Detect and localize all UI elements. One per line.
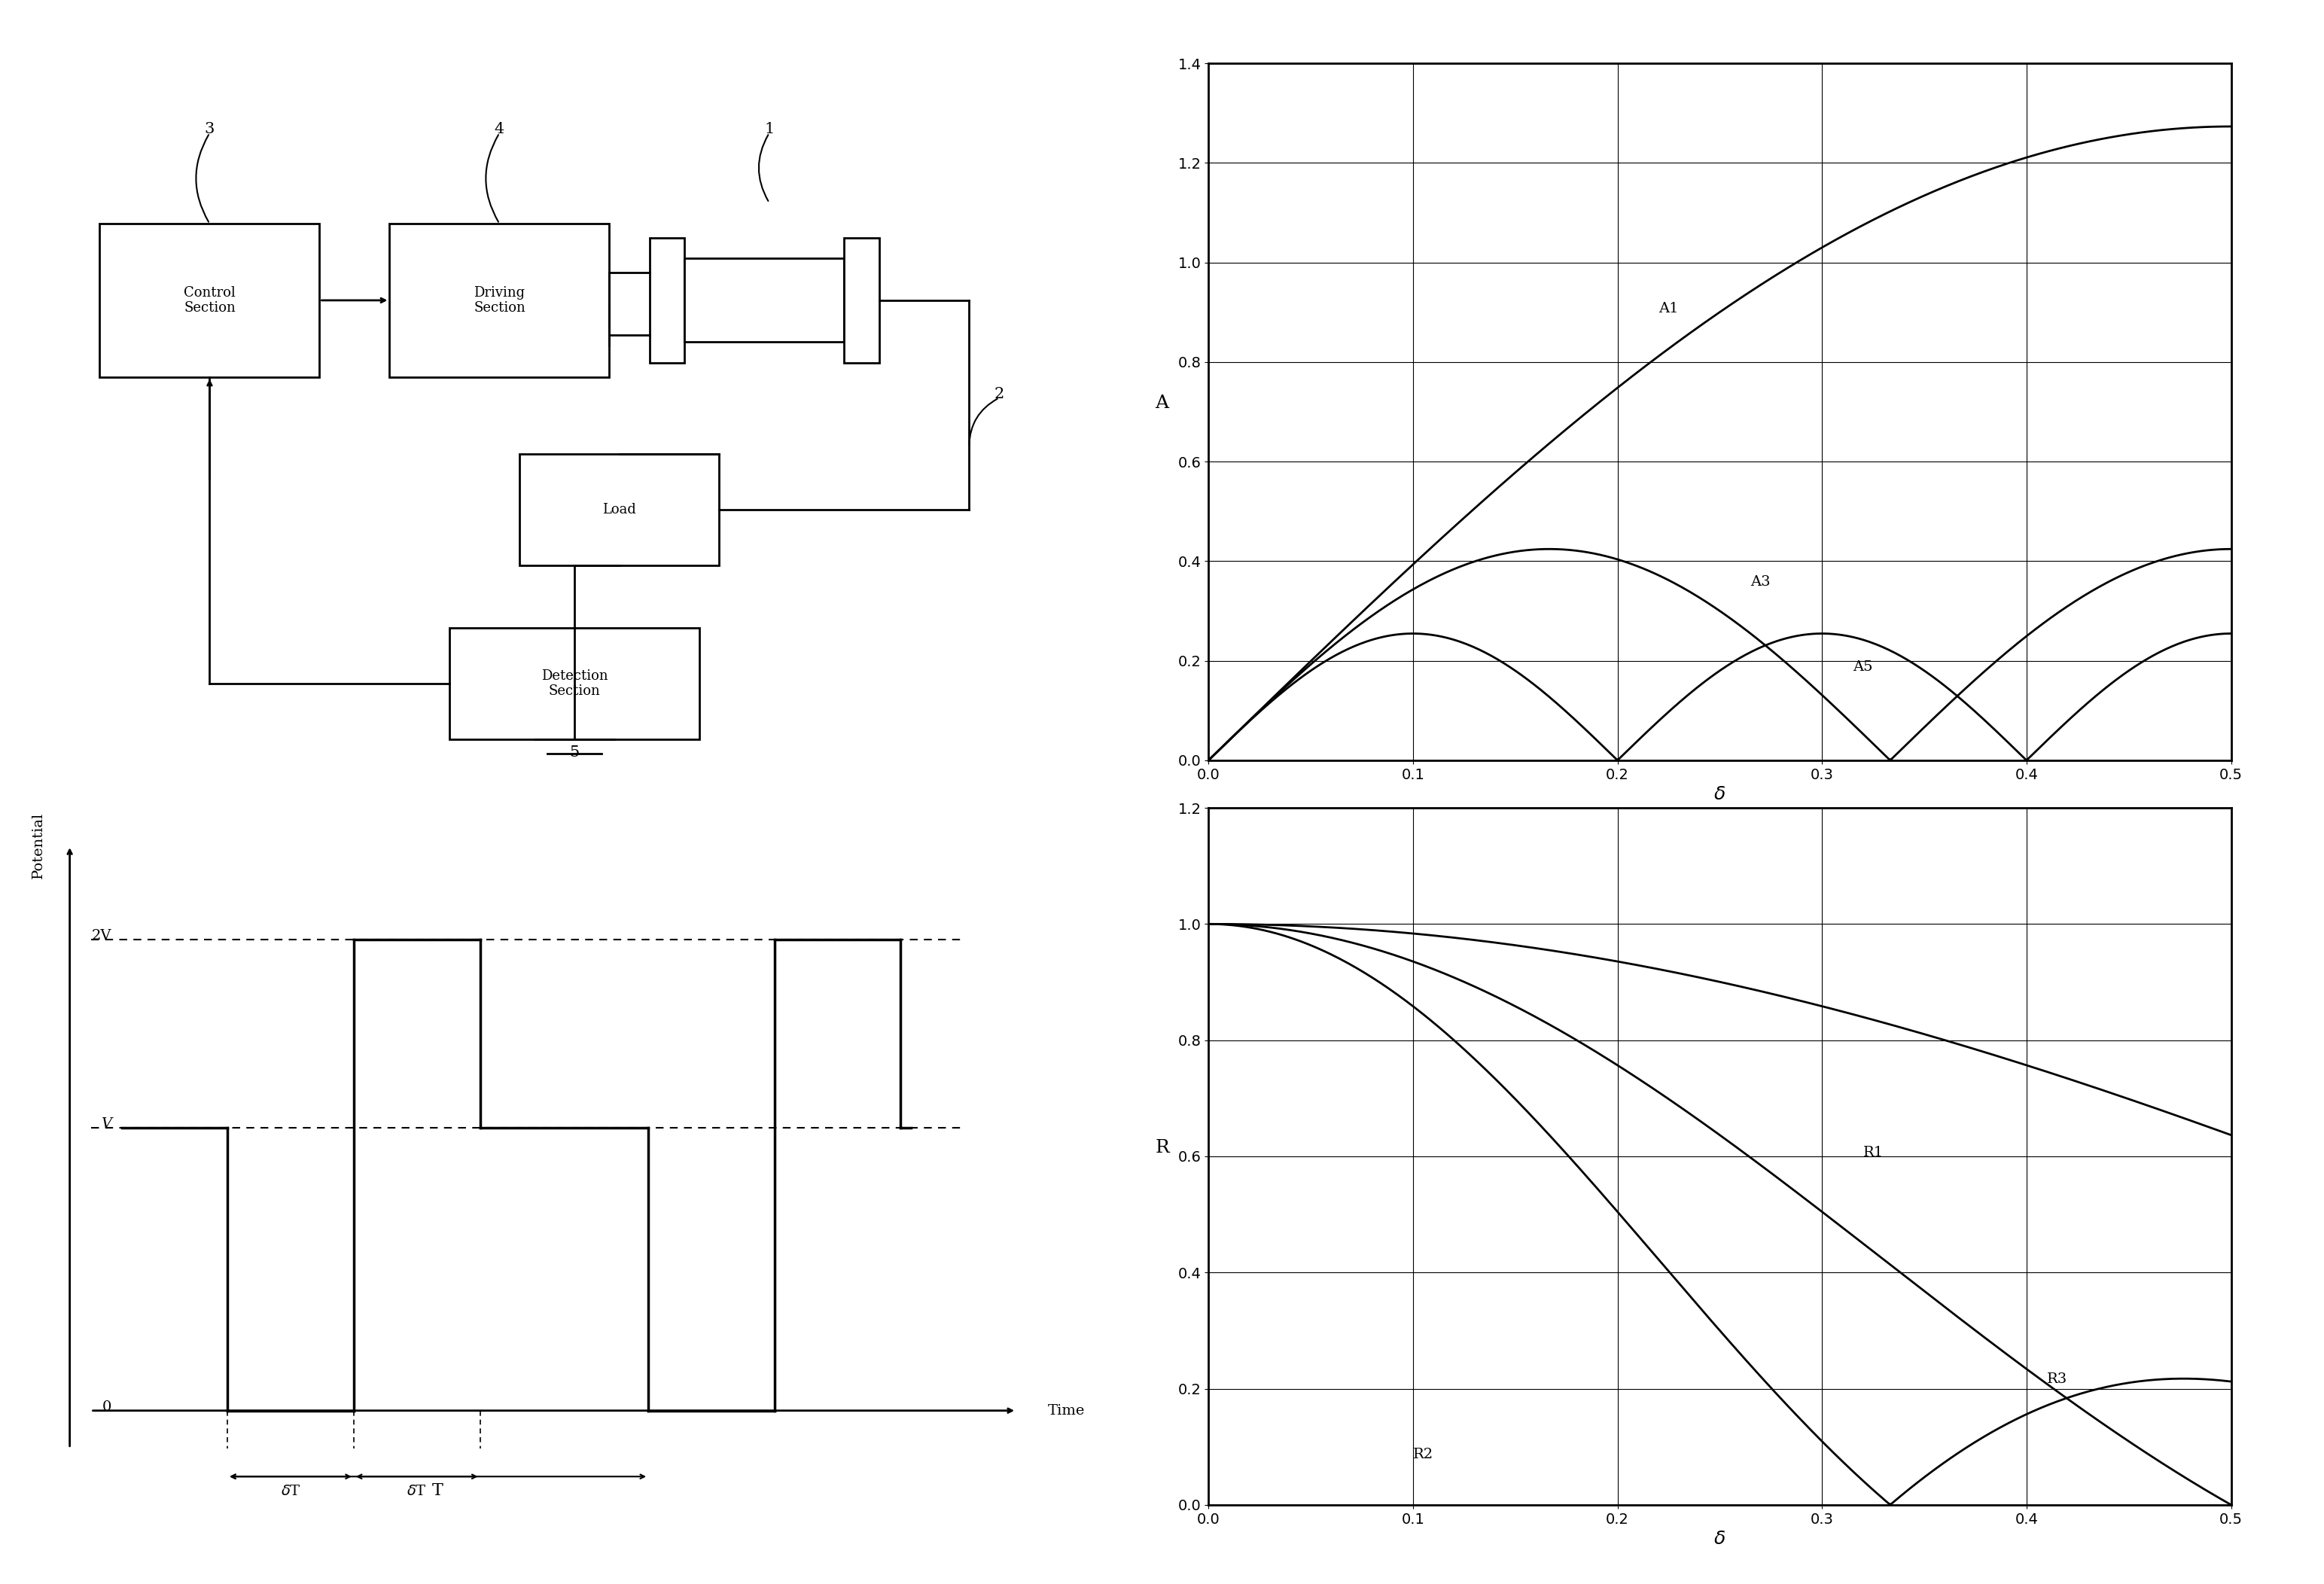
Text: 2: 2: [995, 386, 1004, 401]
Text: 3: 3: [205, 122, 214, 136]
Bar: [683, 258, 844, 342]
Text: 2V: 2V: [93, 930, 112, 942]
Text: R2: R2: [1413, 1448, 1434, 1462]
Text: Driving
Section: Driving Section: [474, 285, 525, 315]
Text: 1: 1: [765, 122, 774, 136]
Text: Potential: Potential: [33, 813, 44, 879]
Text: V: V: [102, 1118, 112, 1131]
Text: R3: R3: [2047, 1372, 2068, 1386]
Text: T: T: [432, 1483, 444, 1498]
Text: 0: 0: [102, 1400, 112, 1413]
Text: Load: Load: [602, 502, 637, 516]
Text: 5: 5: [569, 746, 579, 760]
Text: Time: Time: [1048, 1403, 1085, 1418]
FancyBboxPatch shape: [449, 627, 700, 740]
X-axis label: $\delta$: $\delta$: [1713, 786, 1727, 803]
Text: $\delta$T: $\delta$T: [407, 1484, 428, 1498]
Text: A5: A5: [1852, 661, 1873, 673]
FancyBboxPatch shape: [100, 223, 321, 377]
Text: Detection
Section: Detection Section: [541, 668, 609, 699]
FancyBboxPatch shape: [521, 453, 720, 565]
Y-axis label: R: R: [1155, 1139, 1169, 1156]
Text: Control
Section: Control Section: [184, 285, 235, 315]
Text: A1: A1: [1659, 301, 1678, 315]
Text: A3: A3: [1750, 575, 1771, 589]
FancyBboxPatch shape: [390, 223, 609, 377]
Y-axis label: A: A: [1155, 394, 1169, 412]
Bar: [648, 238, 683, 363]
X-axis label: $\delta$: $\delta$: [1713, 1530, 1727, 1548]
Text: 4: 4: [495, 122, 504, 136]
Bar: [844, 238, 878, 363]
Text: $\delta$T: $\delta$T: [281, 1484, 300, 1498]
Text: R1: R1: [1864, 1145, 1882, 1159]
